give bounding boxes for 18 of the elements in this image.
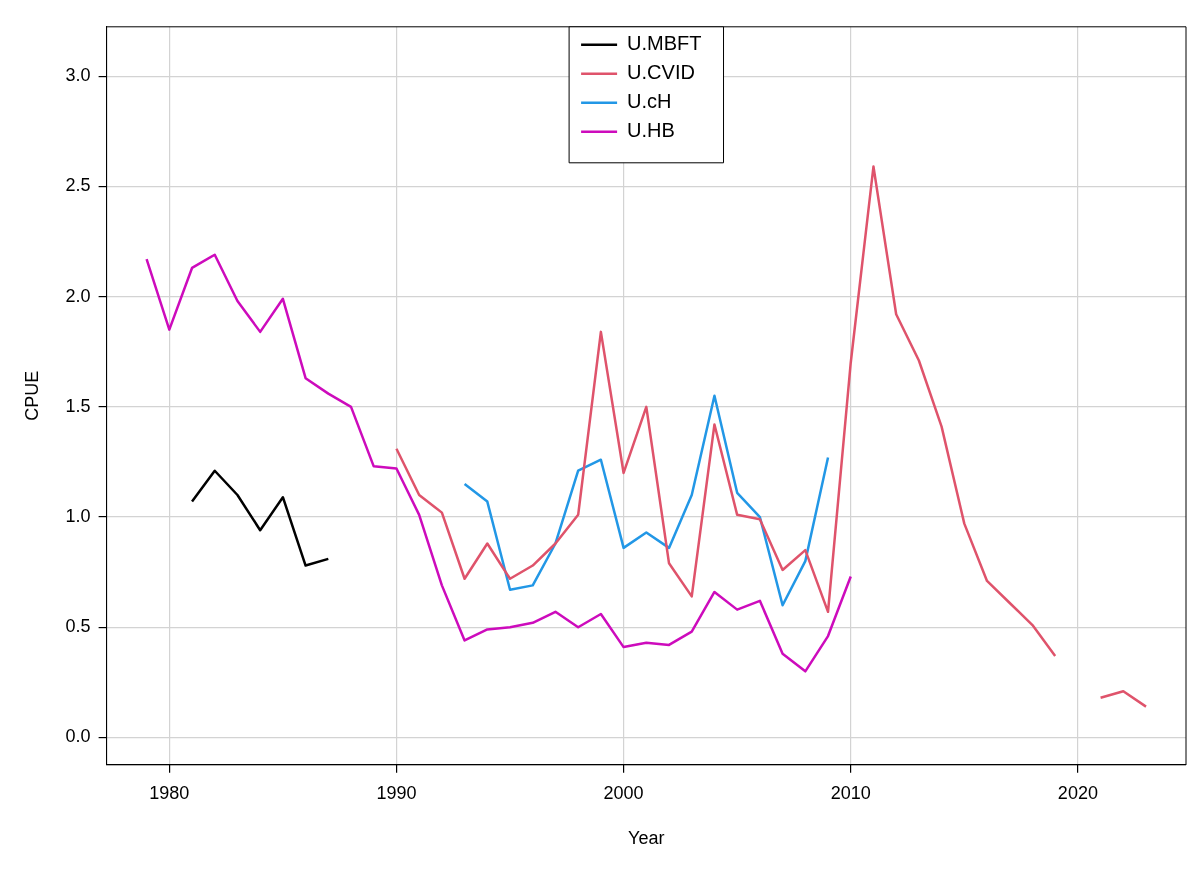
legend-label: U.MBFT: [627, 32, 702, 55]
y-tick-label: 3.0: [65, 65, 91, 86]
x-tick-label: 2010: [830, 782, 871, 803]
y-tick-label: 0.5: [65, 616, 91, 637]
y-tick-label: 2.0: [65, 285, 91, 306]
legend-label: U.cH: [627, 90, 672, 113]
x-tick-label: 1980: [149, 782, 190, 803]
x-tick-label: 2000: [603, 782, 644, 803]
x-tick-label: 1990: [376, 782, 417, 803]
y-tick-label: 2.5: [65, 175, 91, 196]
x-axis-title: Year: [628, 828, 665, 849]
legend-label: U.HB: [627, 119, 675, 142]
y-axis-title: CPUE: [21, 370, 42, 421]
y-tick-label: 0.0: [65, 726, 91, 747]
x-tick-label: 2020: [1057, 782, 1098, 803]
y-tick-label: 1.5: [65, 395, 91, 416]
legend-label: U.CVID: [627, 61, 695, 84]
y-tick-label: 1.0: [65, 506, 91, 527]
